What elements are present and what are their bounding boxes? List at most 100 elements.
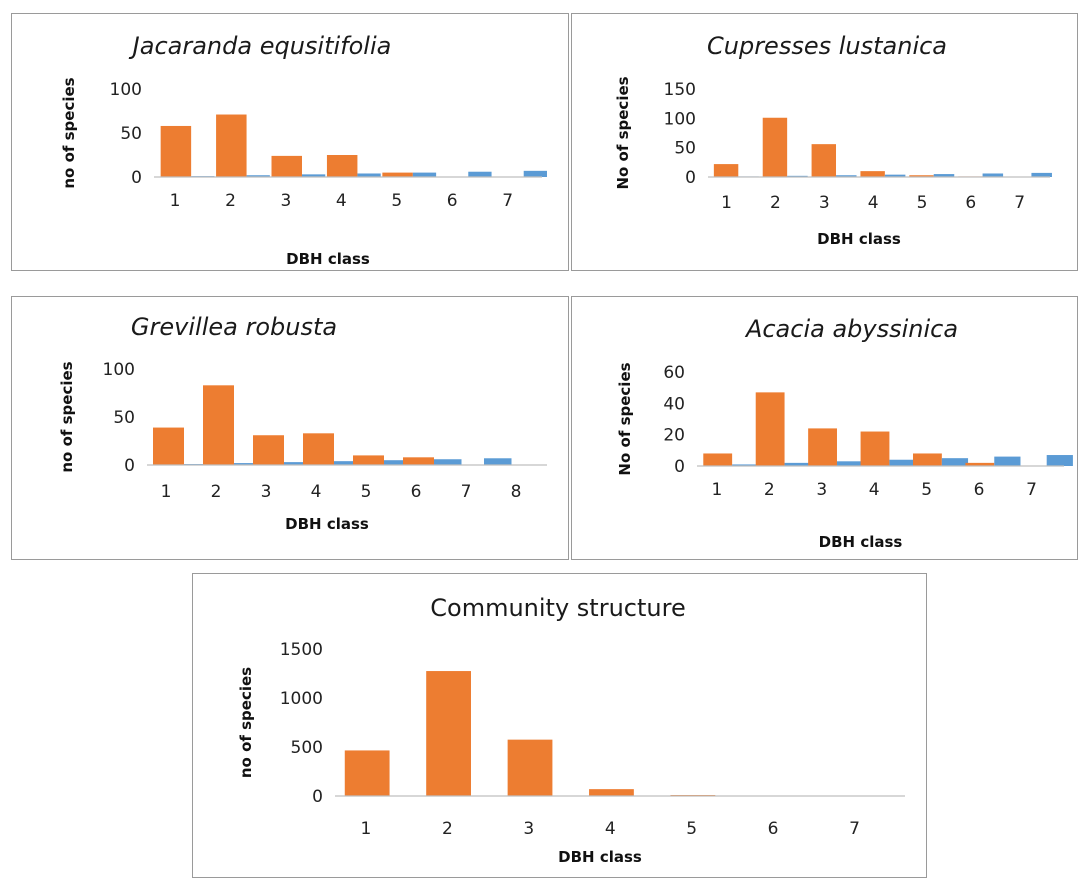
bar-blue: [836, 175, 857, 177]
bar-blue: [412, 172, 437, 177]
bar-orange: [303, 433, 334, 465]
x-tick-label: 1: [721, 193, 732, 213]
bar-blue: [484, 458, 512, 465]
bar-blue: [284, 462, 312, 465]
y-axis-label: No of species: [616, 362, 634, 475]
bar-orange: [203, 385, 234, 465]
bar-blue: [357, 173, 381, 177]
bar-orange: [253, 435, 284, 465]
x-tick-label: 5: [921, 480, 932, 500]
y-tick-label: 0: [685, 168, 696, 188]
x-tick-label: 5: [361, 482, 372, 502]
x-tick-label: 7: [1014, 193, 1025, 213]
y-tick-label: 0: [124, 456, 135, 476]
x-tick-label: 1: [161, 482, 172, 502]
y-tick-label: 0: [131, 168, 142, 188]
x-tick-label: 3: [819, 193, 830, 213]
chart-panel-grevillea: Grevillea robusta 0 50 100 1 2 3 4 5 6 7 8 DBH class…: [11, 296, 569, 560]
bar-orange: [160, 125, 192, 177]
bar-orange: [353, 455, 384, 465]
chart-panel-community: Community structure 0 500 1000 1500 1 2 3 4 5 6 7 DB…: [192, 573, 927, 878]
y-tick-label: 0: [674, 457, 685, 477]
x-tick-label: 5: [391, 191, 402, 211]
x-tick-label: 6: [965, 193, 976, 213]
bar-blue: [384, 460, 412, 465]
x-axis-label: DBH class: [817, 230, 901, 248]
y-axis-label: no of species: [58, 361, 76, 472]
y-axis-label: No of species: [614, 76, 632, 189]
chart-title: Acacia abyssinica: [744, 315, 958, 343]
bar-orange: [507, 739, 553, 796]
bar-orange: [403, 457, 434, 465]
bar-orange: [909, 175, 934, 177]
x-axis-label: DBH class: [285, 515, 369, 533]
x-axis-label: DBH class: [819, 533, 903, 551]
x-tick-label: 2: [770, 193, 781, 213]
x-tick-label: 7: [502, 191, 513, 211]
x-tick-label: 2: [442, 819, 453, 839]
x-tick-label: 3: [281, 191, 292, 211]
x-tick-label: 3: [261, 482, 272, 502]
y-tick-label: 40: [663, 394, 685, 414]
x-tick-label: 6: [411, 482, 422, 502]
x-tick-label: 7: [461, 482, 472, 502]
bar-orange: [589, 789, 634, 796]
bar-orange: [762, 117, 788, 177]
chart-title: Jacaranda equsitifolia: [129, 32, 392, 60]
bar-orange: [426, 671, 471, 796]
x-tick-label: 4: [868, 193, 879, 213]
y-tick-label: 50: [113, 408, 135, 428]
x-tick-label: 4: [869, 480, 880, 500]
bar-blue: [234, 463, 262, 465]
bar-blue: [246, 175, 270, 177]
y-tick-label: 500: [291, 738, 323, 758]
chart-title: Community structure: [430, 594, 685, 622]
bar-blue: [1031, 172, 1052, 177]
y-axis-label: no of species: [237, 667, 255, 778]
x-tick-label: 1: [712, 480, 723, 500]
x-tick-label: 3: [816, 480, 827, 500]
bar-blue: [523, 170, 547, 177]
chart-svg: Community structure 0 500 1000 1500 1 2 3 4 5 6 7 DB…: [237, 594, 905, 866]
x-tick-label: 5: [917, 193, 928, 213]
bar-orange: [153, 427, 184, 465]
x-tick-label: 4: [336, 191, 347, 211]
y-tick-label: 50: [674, 139, 696, 159]
x-axis-label: DBH class: [286, 250, 370, 268]
chart-title: Grevillea robusta: [131, 313, 337, 341]
x-tick-label: 7: [849, 819, 860, 839]
bar-orange: [965, 462, 995, 466]
bar-orange: [811, 144, 837, 177]
x-tick-label: 4: [605, 819, 616, 839]
y-tick-label: 0: [312, 787, 323, 807]
bar-blue: [982, 173, 1004, 177]
bar-blue: [884, 174, 906, 177]
chart-svg: Jacaranda equsitifolia 0 50 100 1 2 3 4 5 6 7 DBH c…: [60, 32, 547, 268]
bar-blue: [334, 461, 362, 465]
bar-blue: [941, 458, 969, 466]
bar-orange: [703, 453, 733, 466]
x-tick-label: 6: [974, 480, 985, 500]
bar-orange: [860, 431, 890, 466]
bar-orange: [271, 155, 302, 177]
x-axis-label: DBH class: [558, 848, 642, 866]
y-axis-label: no of species: [60, 77, 78, 188]
y-tick-label: 60: [663, 363, 685, 383]
y-tick-label: 100: [664, 109, 696, 129]
x-tick-label: 2: [225, 191, 236, 211]
bar-orange: [860, 171, 885, 177]
bar-orange: [326, 155, 358, 177]
bar-orange: [713, 164, 739, 177]
y-tick-label: 1000: [280, 689, 323, 709]
bar-blue: [434, 459, 462, 465]
y-tick-label: 100: [103, 360, 135, 380]
bar-blue: [889, 459, 916, 466]
x-tick-label: 6: [768, 819, 779, 839]
chart-panel-jacaranda: Jacaranda equsitifolia 0 50 100 1 2 3 4 5 6 7 DBH c…: [11, 13, 569, 271]
bar-blue: [1046, 455, 1073, 466]
y-tick-label: 50: [120, 124, 142, 144]
x-tick-label: 1: [170, 191, 181, 211]
y-tick-label: 1500: [280, 640, 323, 660]
x-tick-label: 2: [211, 482, 222, 502]
x-tick-label: 5: [686, 819, 697, 839]
